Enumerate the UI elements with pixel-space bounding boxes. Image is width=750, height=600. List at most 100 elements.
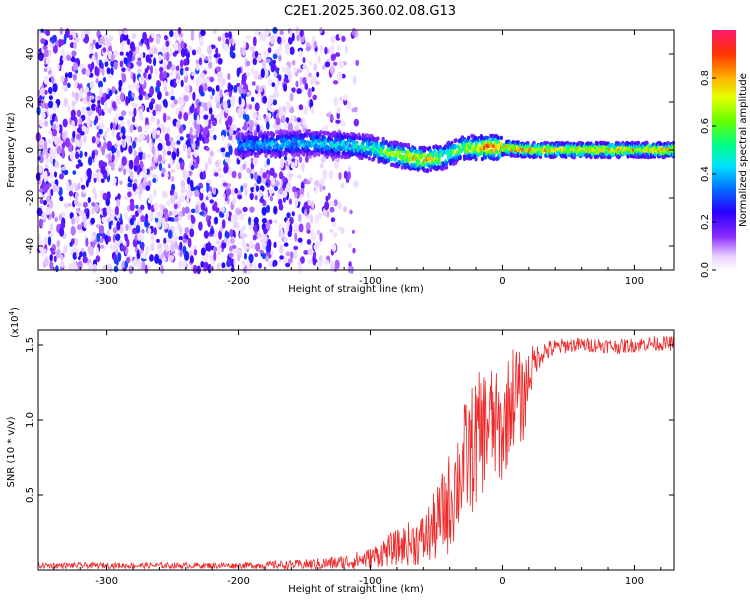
spectrogram-cell: [100, 96, 105, 104]
spectrogram-cell: [169, 30, 174, 38]
spectrogram-cell: [239, 106, 245, 116]
spectrogram-cell: [48, 199, 54, 209]
spectrogram-cell: [153, 227, 157, 236]
spectrogram-cell: [46, 65, 51, 72]
spectrogram-cell: [105, 237, 109, 245]
spectrogram-cell: [220, 225, 224, 233]
spectrogram-cell: [268, 260, 274, 268]
spectrogram-cell: [113, 245, 117, 250]
spectrogram-cell: [156, 238, 160, 243]
spectrogram-cell: [207, 218, 212, 228]
spectrogram-cell: [44, 164, 49, 169]
spectrogram-cell: [236, 67, 240, 78]
spectrogram-cell: [134, 123, 139, 128]
spectrogram-cell: [40, 98, 45, 109]
spectrogram-cell: [275, 90, 280, 98]
spectrogram-cell: [156, 137, 162, 143]
spectrogram-cell: [290, 251, 294, 260]
spectrogram-cell: [248, 104, 253, 110]
spectrogram-cell: [242, 206, 248, 213]
spectrogram-cell: [56, 184, 60, 193]
spectrogram-cell: [218, 247, 222, 253]
spectrogram-cell: [73, 199, 79, 206]
snr-frame: [37, 329, 675, 571]
spectrogram-cell: [95, 77, 99, 84]
spectrogram-cell: [209, 228, 215, 235]
spectrogram-cell: [123, 57, 128, 65]
spectrogram-cell: [163, 112, 167, 123]
spectrogram-cell: [59, 39, 65, 46]
spectrogram-y-axis-label: Frequency (Hz): [6, 112, 17, 188]
spectrogram-cell: [214, 216, 219, 225]
spectrogram-cell: [98, 225, 103, 234]
spectrogram-cell: [244, 252, 247, 260]
spectrogram-cell: [307, 87, 312, 98]
spectrogram-cell: [206, 179, 212, 184]
spectrogram-cell: [149, 254, 154, 262]
spectrogram-cell: [55, 249, 61, 259]
spectrogram-cell: [242, 183, 248, 189]
spectrogram-cell: [165, 140, 171, 147]
spectrogram-cell: [433, 149, 437, 154]
spectrogram-cell: [66, 180, 70, 191]
spectrogram-cell: [181, 206, 186, 217]
spectrogram-cell: [244, 264, 248, 274]
spectrogram-cell: [246, 259, 250, 267]
spectrogram-cell: [121, 67, 126, 73]
spectrogram-cell: [253, 262, 257, 271]
spectrogram-cell: [238, 172, 242, 180]
spectrogram-cell: [175, 107, 180, 115]
spectrogram-cell: [264, 255, 269, 262]
spectrogram-cell: [116, 198, 121, 208]
spectrogram-cell: [186, 190, 191, 200]
spectrogram-cell: [190, 29, 195, 38]
spectrogram-cell: [263, 234, 268, 242]
spectrogram-cell: [324, 46, 328, 55]
spectrogram-cell: [225, 108, 230, 114]
spectrogram-cell: [645, 140, 649, 146]
spectrogram-cell: [271, 82, 276, 88]
spectrogram-cell: [114, 158, 117, 166]
spectrogram-cell: [316, 229, 321, 236]
spectrogram-cell: [221, 206, 225, 213]
spectrogram-cell: [222, 182, 228, 187]
spectrogram-cell: [267, 78, 273, 87]
spectrogram-cell: [45, 29, 50, 37]
spectrogram-cell: [336, 106, 341, 114]
spectrogram-cell: [110, 166, 115, 171]
spectrogram-cell: [170, 140, 175, 149]
spectrogram-cell: [40, 87, 46, 97]
spectrogram-cell: [162, 208, 169, 215]
spectrogram-cell: [267, 47, 272, 54]
spectrogram-cell: [77, 182, 81, 190]
spectrogram-cell: [305, 222, 311, 231]
spectrogram-cell: [89, 95, 95, 100]
spectrogram-cell: [195, 59, 200, 65]
spectrogram-cell: [180, 180, 186, 189]
spectrogram-cell: [222, 193, 226, 198]
spectrogram-cell: [279, 255, 284, 260]
spectrogram-cell: [310, 76, 317, 84]
spectrogram-cell: [265, 181, 269, 187]
spectrogram-cell: [205, 146, 210, 152]
spectrogram-cell: [329, 206, 335, 213]
spectrogram-cell: [198, 221, 203, 231]
spectrogram-cell: [143, 71, 147, 79]
spectrogram-cell: [285, 64, 289, 74]
spectrogram-cell: [129, 202, 135, 212]
spectrogram-cell: [348, 261, 352, 268]
spectrogram-cell: [159, 66, 164, 73]
spectrogram-cell: [179, 241, 183, 251]
spectrogram-cell: [170, 95, 175, 101]
spectrogram-cell: [324, 124, 328, 134]
spectrogram-cell: [170, 169, 176, 174]
spectrogram-cells: [35, 26, 676, 275]
snr-y-scale-prefix: (x10: [10, 315, 21, 338]
spectrogram-cell: [141, 253, 148, 260]
spectrogram-cell: [179, 136, 184, 141]
spectrogram-cell: [121, 73, 127, 83]
spectrogram-cell: [313, 40, 317, 49]
spectrogram-cell: [216, 92, 220, 100]
spectrogram-cell: [44, 89, 48, 95]
